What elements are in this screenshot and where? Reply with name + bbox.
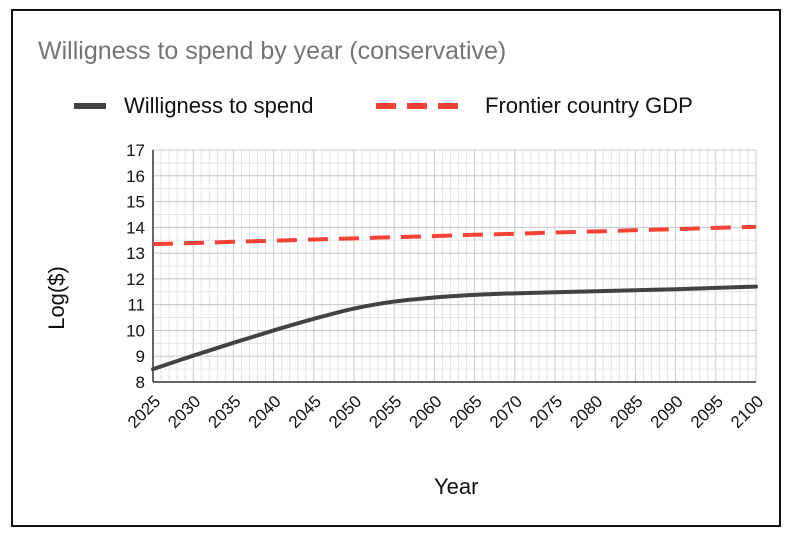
y-tick-label: 16 xyxy=(126,167,145,186)
series-line-willigness xyxy=(151,284,758,372)
y-tick-label: 8 xyxy=(136,373,145,392)
y-tick-label: 13 xyxy=(126,244,145,263)
y-axis-title: Log($) xyxy=(44,266,69,330)
legend-item-willigness[interactable]: Willigness to spend xyxy=(74,93,314,118)
y-tick-label: 10 xyxy=(126,321,145,340)
legend-label-willigness: Willigness to spend xyxy=(124,93,314,118)
x-tick-label: 2070 xyxy=(486,392,526,432)
series-line-frontier-gdp xyxy=(152,224,757,247)
x-tick-label: 2035 xyxy=(204,392,244,432)
x-tick-label: 2065 xyxy=(446,392,486,432)
x-tick-label: 2090 xyxy=(647,392,687,432)
chart-frame xyxy=(11,9,781,527)
y-tick-label: 14 xyxy=(126,218,145,237)
x-axis-title: Year xyxy=(434,474,478,499)
y-tick-label: 15 xyxy=(126,193,145,212)
y-tick-labels: 8 9 10 11 12 13 14 15 16 17 xyxy=(126,141,145,392)
y-tick-label: 17 xyxy=(126,141,145,160)
legend-item-frontier-gdp[interactable]: Frontier country GDP xyxy=(376,93,693,118)
series-lines xyxy=(151,224,758,372)
x-tick-label: 2080 xyxy=(566,392,606,432)
legend: Willigness to spend Frontier country GDP xyxy=(74,93,693,118)
legend-label-frontier-gdp: Frontier country GDP xyxy=(485,93,693,118)
x-tick-label: 2050 xyxy=(325,392,365,432)
y-tick-label: 11 xyxy=(127,296,145,315)
x-tick-label: 2045 xyxy=(285,392,325,432)
y-tick-label: 9 xyxy=(136,347,145,366)
x-tick-label: 2085 xyxy=(606,392,646,432)
x-tick-label: 2075 xyxy=(526,392,566,432)
x-tick-label: 2095 xyxy=(687,392,727,432)
chart-title: Willigness to spend by year (conservativ… xyxy=(38,37,507,65)
x-tick-label: 2040 xyxy=(245,392,285,432)
x-tick-label: 2030 xyxy=(164,392,204,432)
y-tick-label: 12 xyxy=(126,270,145,289)
x-tick-label: 2060 xyxy=(405,392,445,432)
x-tick-label: 2100 xyxy=(727,392,767,432)
grid xyxy=(152,149,757,383)
x-tick-label: 2055 xyxy=(365,392,405,432)
x-tick-label: 2025 xyxy=(124,392,164,432)
x-tick-labels: 2025 2030 2035 2040 2045 2050 2055 2060 2065 2070… xyxy=(124,392,767,432)
